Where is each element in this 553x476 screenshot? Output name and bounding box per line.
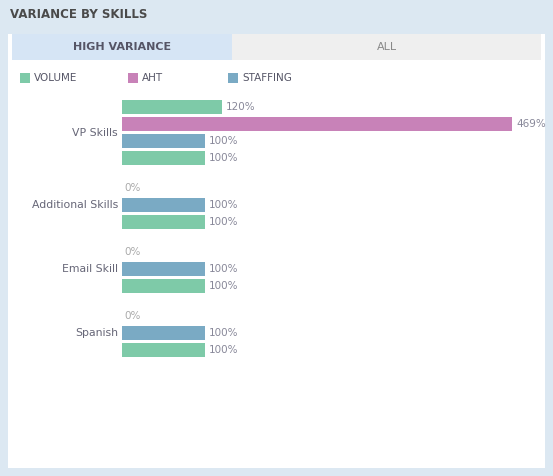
Bar bbox=[122, 279, 205, 293]
Bar bbox=[122, 151, 205, 165]
Bar bbox=[122, 326, 205, 340]
Text: VP Skills: VP Skills bbox=[72, 128, 118, 138]
Text: 469%: 469% bbox=[516, 119, 546, 129]
Bar bbox=[228, 73, 238, 83]
Text: HIGH VARIANCE: HIGH VARIANCE bbox=[73, 42, 171, 52]
Bar bbox=[0, 0, 553, 28]
Text: 100%: 100% bbox=[209, 200, 239, 210]
Text: AHT: AHT bbox=[142, 73, 163, 83]
Text: 100%: 100% bbox=[209, 281, 239, 291]
Bar bbox=[232, 34, 541, 60]
Bar bbox=[122, 100, 222, 114]
Text: 100%: 100% bbox=[209, 153, 239, 163]
Text: 120%: 120% bbox=[226, 102, 255, 112]
Text: VOLUME: VOLUME bbox=[34, 73, 77, 83]
Bar bbox=[12, 34, 232, 60]
Text: VARIANCE BY SKILLS: VARIANCE BY SKILLS bbox=[10, 8, 148, 20]
Text: 0%: 0% bbox=[124, 311, 140, 321]
Text: Spanish: Spanish bbox=[75, 328, 118, 338]
Text: Additional Skills: Additional Skills bbox=[32, 200, 118, 210]
Text: 100%: 100% bbox=[209, 328, 239, 338]
Text: STAFFING: STAFFING bbox=[242, 73, 292, 83]
Text: 0%: 0% bbox=[124, 183, 140, 193]
Text: Email Skill: Email Skill bbox=[62, 264, 118, 274]
Text: 100%: 100% bbox=[209, 264, 239, 274]
Text: 100%: 100% bbox=[209, 217, 239, 227]
Bar bbox=[122, 215, 205, 229]
Text: 100%: 100% bbox=[209, 345, 239, 355]
Text: 100%: 100% bbox=[209, 136, 239, 146]
Bar bbox=[122, 262, 205, 276]
Bar bbox=[122, 343, 205, 357]
Bar bbox=[122, 134, 205, 148]
Text: ALL: ALL bbox=[377, 42, 397, 52]
Bar bbox=[122, 117, 512, 131]
Text: 0%: 0% bbox=[124, 247, 140, 257]
Bar bbox=[128, 73, 138, 83]
Bar bbox=[20, 73, 30, 83]
Bar bbox=[122, 198, 205, 212]
